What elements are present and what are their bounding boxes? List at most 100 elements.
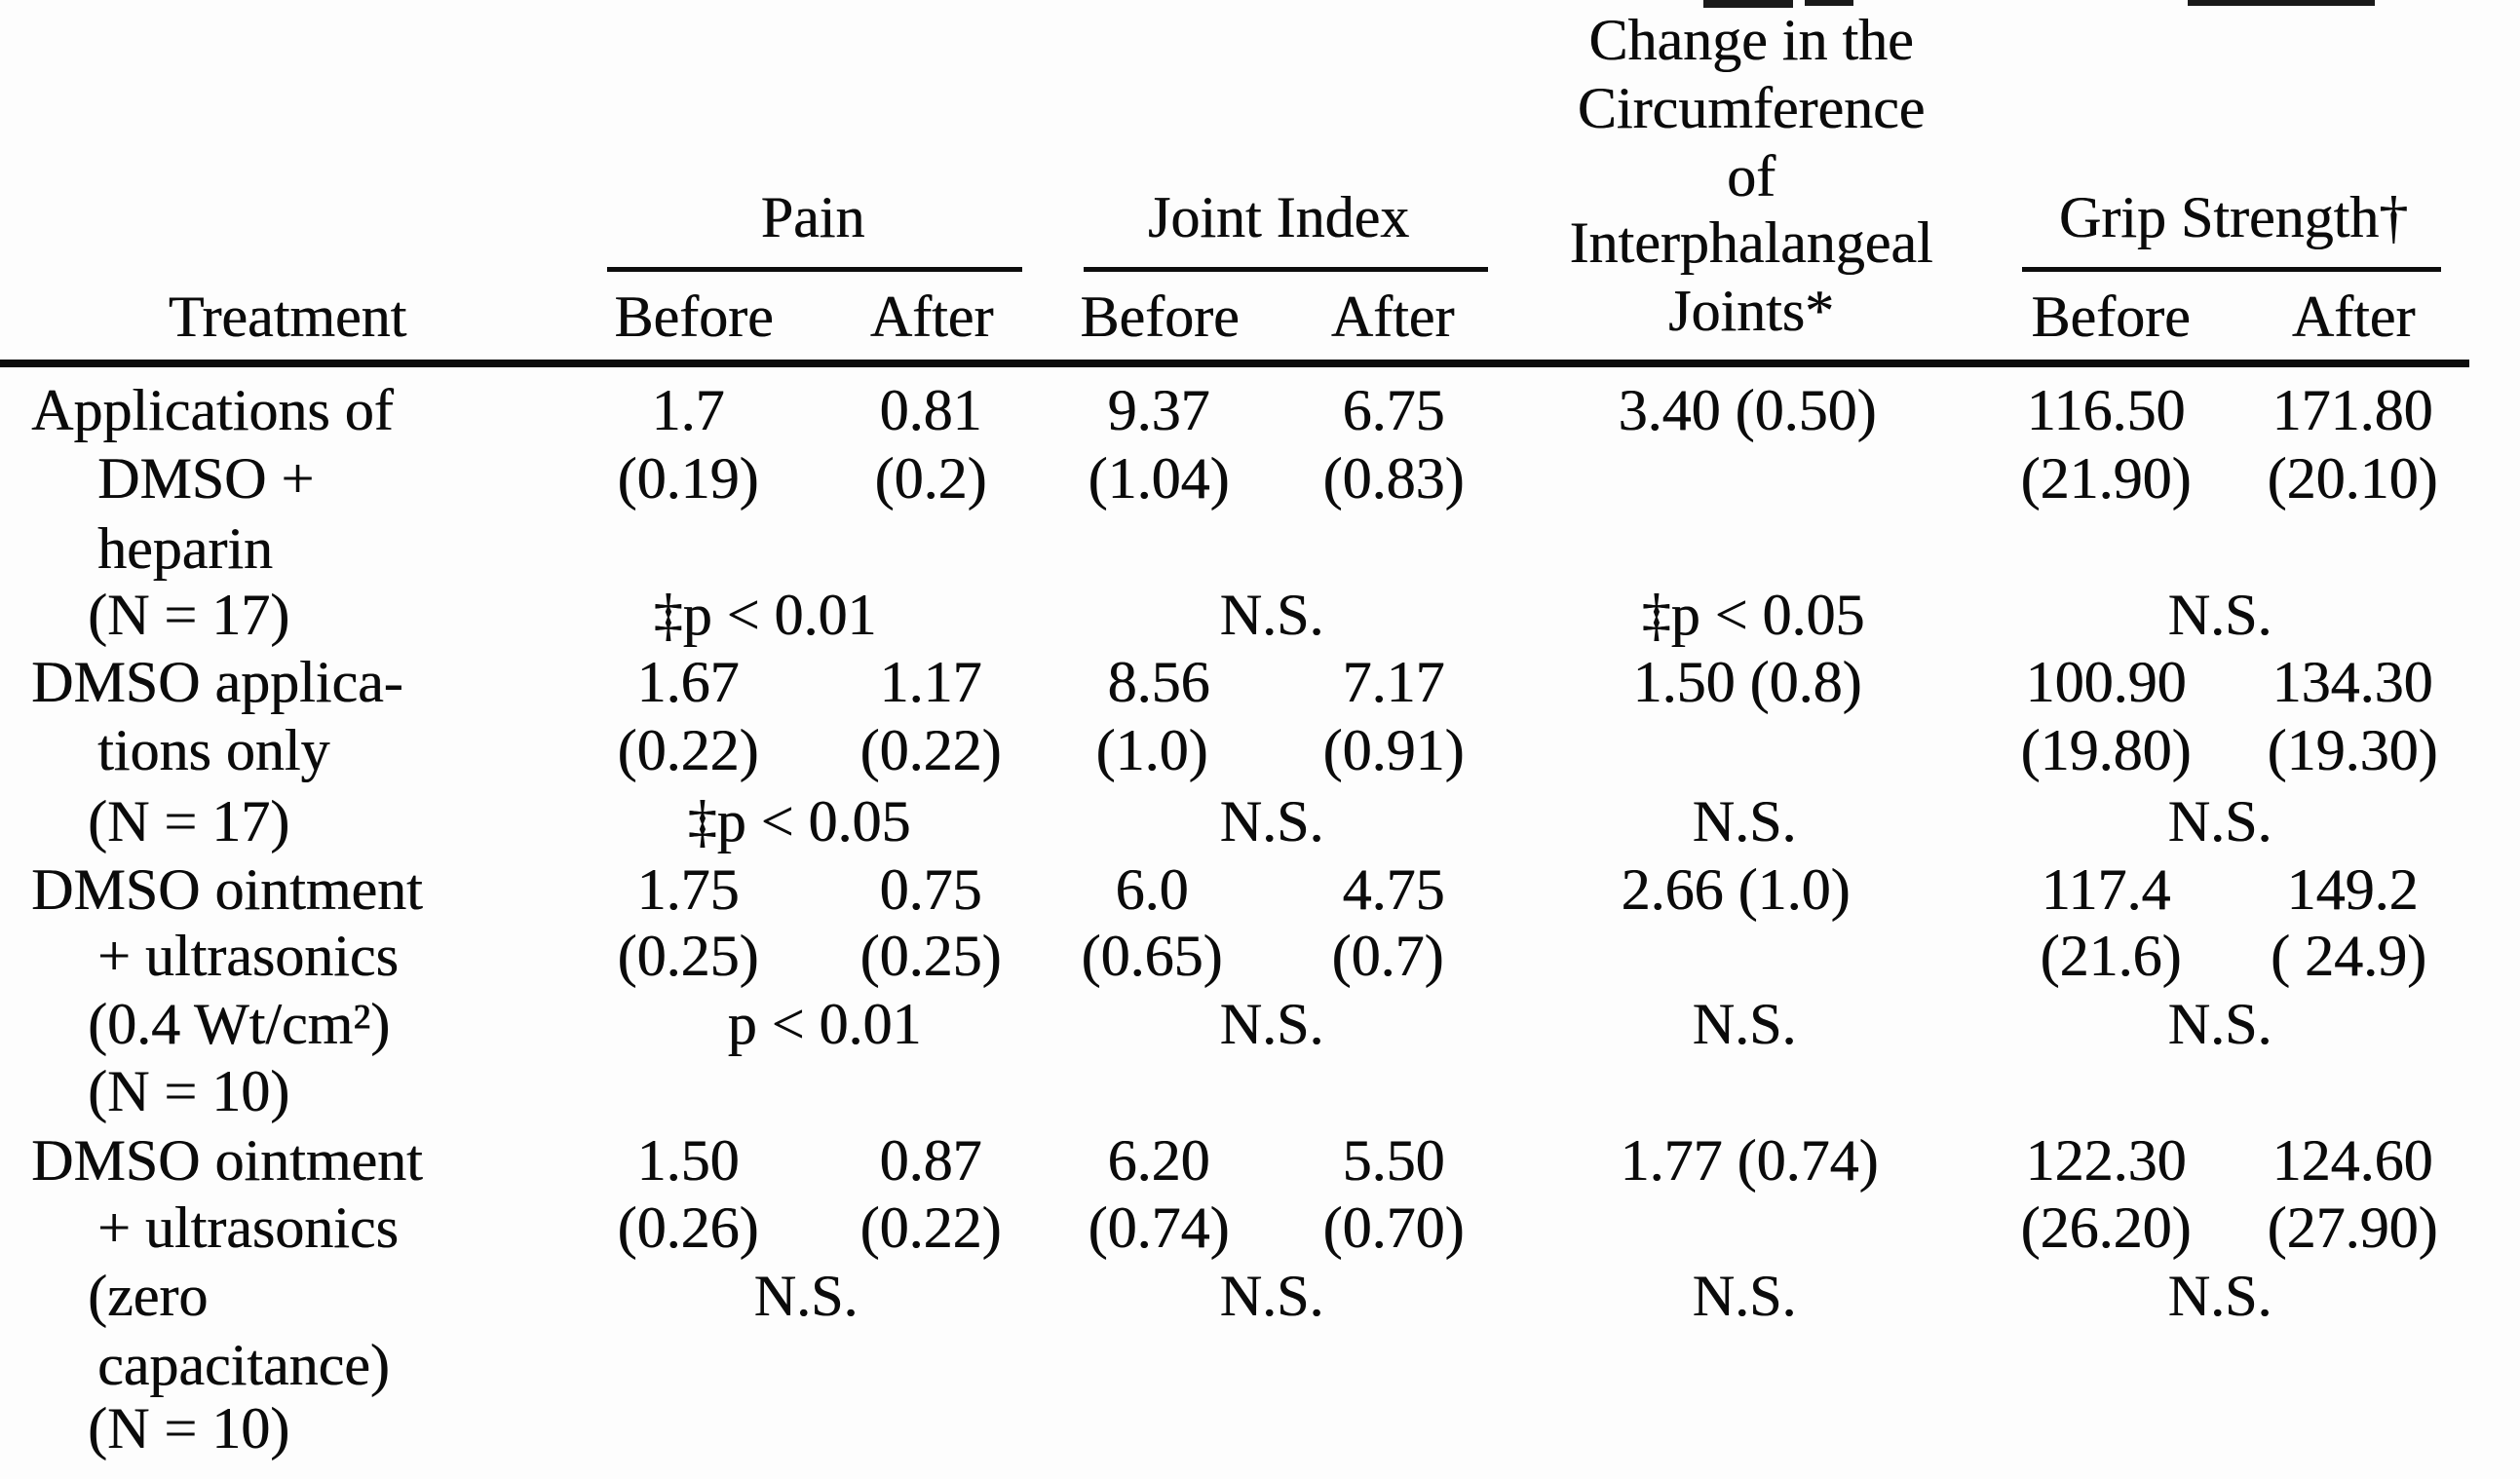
pain-group-rule (607, 267, 1022, 272)
row3-grip-after-sd: ( 24.9) (2271, 924, 2426, 988)
row3-grip-after: 149.2 (2286, 857, 2419, 922)
row4-treatment-line1: DMSO ointment (31, 1128, 423, 1193)
row4-circumference-value: 1.77 (0.74) (1620, 1128, 1879, 1193)
row3-joint-after-sd: (0.7) (1331, 924, 1444, 988)
row1-pain-before: 1.7 (651, 378, 725, 442)
row1-joint-before: 9.37 (1107, 378, 1210, 442)
row2-circumference-significance: N.S. (1692, 789, 1797, 853)
row1-joint-after: 6.75 (1342, 378, 1445, 442)
row1-treatment-line4: (N = 17) (88, 583, 290, 647)
column-header-circumference-line2: Circumference (1577, 76, 1926, 140)
column-header-circumference-line5: Joints* (1667, 279, 1835, 343)
row3-pain-before-sd: (0.25) (617, 924, 759, 988)
grip-group-rule (2022, 267, 2441, 272)
row1-grip-after: 171.80 (2272, 378, 2433, 442)
row1-treatment-line2: DMSO + (97, 446, 315, 511)
row4-joint-after: 5.50 (1342, 1128, 1445, 1193)
cropped-text-fragment-right (2188, 0, 2375, 6)
row3-pain-after-sd: (0.25) (859, 924, 1002, 988)
row3-joint-before-sd: (0.65) (1081, 924, 1223, 988)
grip-before-header: Before (2031, 284, 2191, 349)
row3-circumference-value: 2.66 (1.0) (1621, 857, 1851, 922)
row4-grip-significance: N.S. (2167, 1264, 2272, 1328)
row1-grip-before-sd: (21.90) (2020, 446, 2192, 511)
row1-treatment-line1: Applications of (31, 378, 394, 442)
column-header-circumference-line3: of (1727, 144, 1775, 209)
row2-joint-before-sd: (1.0) (1095, 718, 1208, 782)
cropped-text-fragment-left2 (1805, 0, 1853, 6)
row2-grip-after-sd: (19.30) (2267, 718, 2438, 782)
row2-treatment-line1: DMSO applica- (31, 650, 403, 714)
row4-pain-before: 1.50 (636, 1128, 740, 1193)
column-header-pain: Pain (760, 185, 865, 249)
row3-joint-significance: N.S. (1219, 992, 1324, 1056)
row4-grip-after-sd: (27.90) (2267, 1195, 2438, 1260)
row3-pain-significance: p < 0.01 (727, 992, 922, 1056)
row4-treatment-line4: capacitance) (97, 1333, 390, 1397)
pain-after-header: After (869, 284, 994, 349)
row4-pain-before-sd: (0.26) (617, 1195, 759, 1260)
row1-grip-significance: N.S. (2167, 583, 2272, 647)
row4-grip-before: 122.30 (2025, 1128, 2187, 1193)
cropped-text-fragment-left (1703, 0, 1793, 8)
row4-treatment-line3: (zero (88, 1264, 209, 1328)
row3-treatment-line1: DMSO ointment (31, 857, 423, 922)
row1-pain-significance: ‡p < 0.01 (653, 583, 877, 647)
row3-pain-after: 0.75 (879, 857, 982, 922)
row2-pain-significance: ‡p < 0.05 (687, 789, 911, 853)
column-header-joint-index: Joint Index (1147, 185, 1410, 249)
row4-circumference-significance: N.S. (1692, 1264, 1797, 1328)
row3-joint-after: 4.75 (1342, 857, 1445, 922)
row2-grip-before-sd: (19.80) (2020, 718, 2192, 782)
row1-pain-after: 0.81 (879, 378, 982, 442)
row4-joint-before-sd: (0.74) (1088, 1195, 1230, 1260)
row2-pain-before-sd: (0.22) (617, 718, 759, 782)
grip-after-header: After (2291, 284, 2416, 349)
row2-grip-after: 134.30 (2272, 650, 2433, 714)
row2-grip-significance: N.S. (2167, 789, 2272, 853)
row4-pain-significance: N.S. (753, 1264, 859, 1328)
row4-joint-after-sd: (0.70) (1322, 1195, 1465, 1260)
row1-treatment-line3: heparin (97, 516, 273, 581)
row1-joint-after-sd: (0.83) (1322, 446, 1465, 511)
row1-pain-after-sd: (0.2) (874, 446, 987, 511)
pain-before-header: Before (614, 284, 774, 349)
column-header-circumference-line4: Interphalangeal (1569, 210, 1933, 275)
row2-grip-before: 100.90 (2025, 650, 2187, 714)
row2-joint-significance: N.S. (1219, 789, 1324, 853)
column-header-circumference-line1: Change in the (1588, 8, 1914, 72)
row1-pain-before-sd: (0.19) (617, 446, 759, 511)
table-header-rule (0, 360, 2469, 367)
joint-index-group-rule (1084, 267, 1488, 272)
row3-joint-before: 6.0 (1115, 857, 1189, 922)
row1-joint-before-sd: (1.04) (1088, 446, 1230, 511)
row2-joint-after-sd: (0.91) (1322, 718, 1465, 782)
row4-treatment-line5: (N = 10) (88, 1396, 290, 1460)
row2-pain-after-sd: (0.22) (859, 718, 1002, 782)
row3-treatment-line3: (0.4 Wt/cm²) (88, 992, 391, 1056)
row3-grip-before-sd: (21.6) (2040, 924, 2182, 988)
column-header-treatment: Treatment (168, 284, 407, 349)
row3-pain-before: 1.75 (636, 857, 740, 922)
row2-joint-after: 7.17 (1342, 650, 1445, 714)
row3-grip-significance: N.S. (2167, 992, 2272, 1056)
row1-circumference-significance: ‡p < 0.05 (1641, 583, 1865, 647)
row2-pain-before: 1.67 (636, 650, 740, 714)
row1-circumference-value: 3.40 (0.50) (1618, 378, 1877, 442)
row2-treatment-line3: (N = 17) (88, 789, 290, 853)
column-header-grip-strength: Grip Strength† (2058, 185, 2409, 249)
row3-circumference-significance: N.S. (1692, 992, 1797, 1056)
row3-treatment-line2: + ultrasonics (97, 924, 399, 988)
row3-grip-before: 117.4 (2041, 857, 2171, 922)
row2-circumference-value: 1.50 (0.8) (1632, 650, 1862, 714)
row4-joint-significance: N.S. (1219, 1264, 1324, 1328)
row2-pain-after: 1.17 (879, 650, 982, 714)
row4-grip-before-sd: (26.20) (2020, 1195, 2192, 1260)
row4-pain-after-sd: (0.22) (859, 1195, 1002, 1260)
row4-joint-before: 6.20 (1107, 1128, 1210, 1193)
row1-grip-before: 116.50 (2026, 378, 2186, 442)
row3-treatment-line4: (N = 10) (88, 1059, 290, 1123)
row4-pain-after: 0.87 (879, 1128, 982, 1193)
row1-grip-after-sd: (20.10) (2267, 446, 2438, 511)
